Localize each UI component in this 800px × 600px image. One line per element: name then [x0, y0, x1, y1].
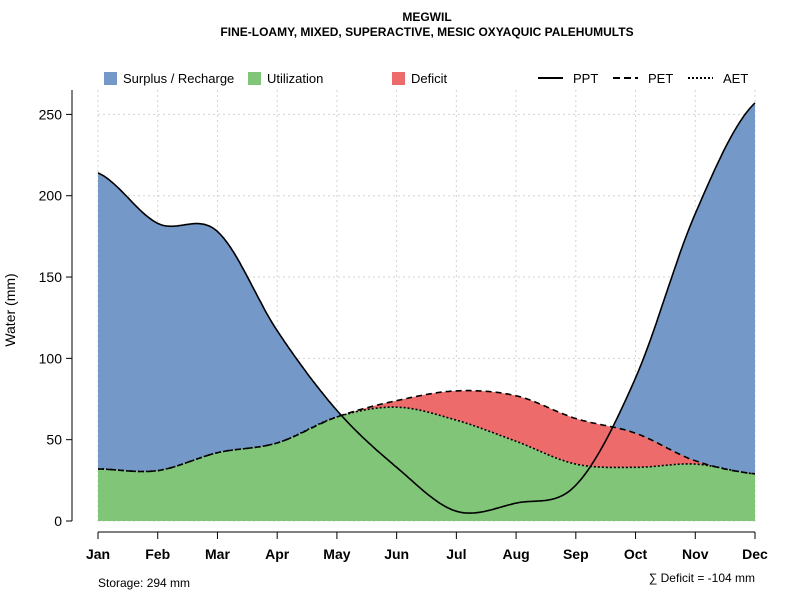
x-tick-label-apr: Apr [265, 546, 290, 562]
y-tick-label-3: 150 [39, 269, 63, 285]
x-tick-label-dec: Dec [742, 546, 768, 562]
legend-label-surplus-recharge: Surplus / Recharge [123, 71, 234, 86]
x-tick-label-jul: Jul [446, 546, 466, 562]
deficit-area [98, 390, 755, 474]
deficit-note: ∑ Deficit = -104 mm [649, 571, 755, 585]
y-tick-label-5: 250 [39, 106, 63, 122]
surplus-area [98, 103, 755, 474]
legend-swatch-surplus-recharge [104, 72, 117, 85]
x-tick-label-jun: Jun [384, 546, 409, 562]
x-tick-label-aug: Aug [502, 546, 529, 562]
axis-layer: 0 50 100 150 200 250 Jan Feb Mar Apr May Jun Jul Aug S… [39, 90, 768, 562]
x-tick-label-sep: Sep [563, 546, 589, 562]
legend-label-aet: AET [723, 71, 748, 86]
legend: Surplus / Recharge Utilization Deficit PPT P… [104, 71, 748, 86]
line-layer [97, 102, 756, 514]
y-tick-label-0: 0 [54, 513, 62, 529]
legend-swatch-utilization [248, 72, 261, 85]
legend-swatch-deficit [392, 72, 405, 85]
legend-label-ppt: PPT [573, 71, 598, 86]
legend-label-deficit: Deficit [411, 71, 448, 86]
y-axis-label: Water (mm) [2, 273, 18, 346]
x-tick-label-mar: Mar [205, 546, 230, 562]
y-tick-label-1: 50 [46, 432, 62, 448]
x-tick-label-may: May [323, 546, 350, 562]
x-tick-label-oct: Oct [624, 546, 648, 562]
x-tick-label-nov: Nov [682, 546, 709, 562]
utilization-area [98, 407, 755, 521]
chart-title: MEGWIL [402, 10, 451, 24]
x-tick-label-jan: Jan [86, 546, 110, 562]
legend-label-utilization: Utilization [267, 71, 323, 86]
pet-line [98, 389, 756, 475]
x-tick-label-feb: Feb [145, 546, 170, 562]
legend-label-pet: PET [648, 71, 673, 86]
chart-subtitle: FINE-LOAMY, MIXED, SUPERACTIVE, MESIC OX… [220, 25, 633, 39]
y-tick-label-2: 100 [39, 350, 63, 366]
y-tick-label-4: 200 [39, 188, 63, 204]
ppt-line [97, 102, 756, 514]
area-layer [98, 103, 755, 521]
storage-note: Storage: 294 mm [98, 576, 190, 590]
